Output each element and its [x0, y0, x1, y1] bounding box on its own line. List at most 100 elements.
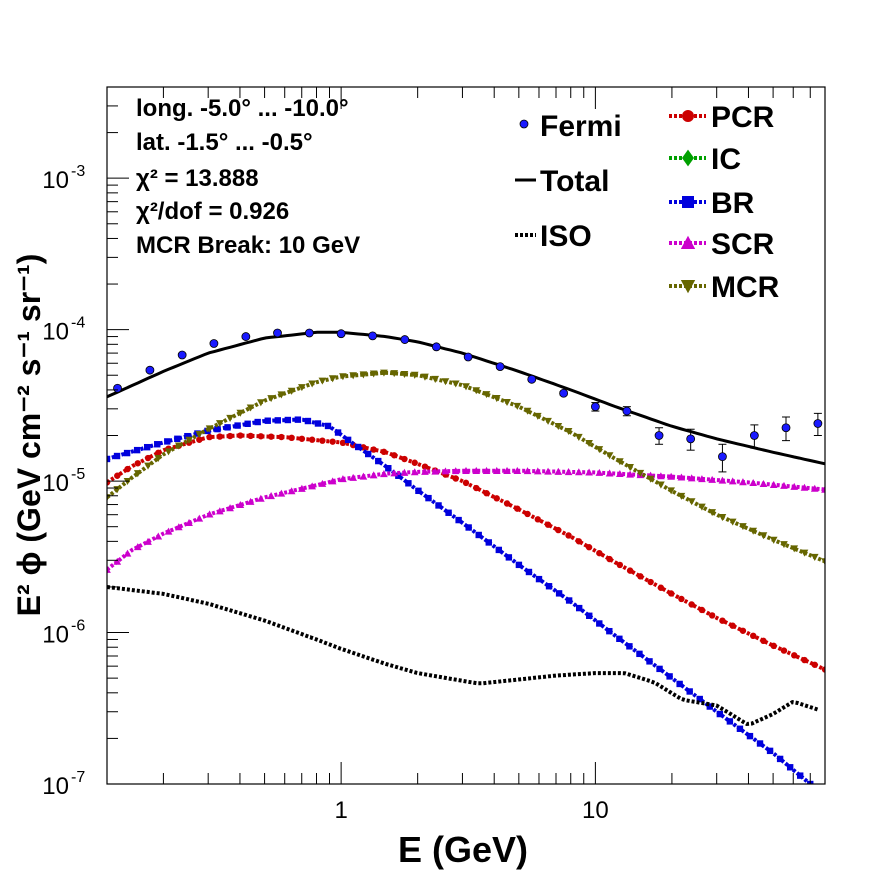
series-pcr-point [524, 510, 531, 518]
series-pcr-point [288, 434, 295, 442]
series-mcr-point [564, 428, 573, 436]
series-br-point [365, 450, 372, 458]
legend-fermi-marker [519, 119, 529, 129]
series-pcr-point [339, 439, 347, 447]
series-scr-point [328, 477, 337, 485]
legend-pcr: PCR [669, 101, 775, 134]
fermi-marker [177, 350, 187, 360]
legend-mcr-marker [680, 280, 696, 294]
series-br-point [525, 568, 533, 576]
series-mcr-point [554, 422, 563, 430]
series-mcr-point [492, 395, 501, 403]
series-br-point [545, 583, 553, 590]
y-tick-label: 10 [42, 167, 69, 194]
fermi-marker [813, 419, 823, 428]
series-scr-point [657, 472, 665, 480]
series-mcr-point [164, 448, 173, 456]
fermi-point [813, 412, 823, 436]
fermi-marker [209, 339, 219, 348]
series-br-point [596, 620, 603, 627]
legend-br: BR [669, 187, 755, 220]
series-scr-point [287, 487, 296, 495]
series-scr-point [410, 468, 419, 476]
series-br-point [616, 635, 623, 643]
series-mcr-point [390, 370, 399, 378]
fermi-marker [368, 331, 378, 341]
fermi-marker [273, 328, 282, 338]
series-pcr-point [811, 661, 818, 668]
series-scr-point [431, 467, 440, 475]
series-br-point [395, 472, 402, 479]
series-mcr-point [687, 498, 696, 506]
y-tick-exponent: -5 [71, 466, 85, 483]
fermi-marker [622, 406, 632, 416]
series-br-point [344, 436, 352, 444]
series-scr-point [708, 475, 717, 483]
series-br-point [375, 457, 382, 465]
x-axis-label: E (GeV) [398, 829, 528, 870]
series-mcr-point [298, 384, 306, 392]
fermi-marker [241, 332, 251, 341]
series-br-point [716, 710, 724, 718]
fermi-point [718, 443, 727, 473]
series-pcr-point [329, 438, 336, 445]
series-mcr-point [585, 440, 593, 448]
series-mcr-point [790, 545, 799, 553]
series-pcr [107, 432, 825, 673]
series-br-point [254, 418, 261, 426]
series-br-point [334, 429, 342, 436]
series-br-point [586, 612, 593, 619]
series-scr-point [107, 565, 111, 573]
series-scr-point [349, 473, 358, 481]
series-mcr-point [626, 464, 634, 472]
series-scr-point [390, 469, 399, 477]
series-pcr-point [821, 666, 825, 673]
series-pcr-point [483, 489, 490, 497]
fermi-point [495, 362, 505, 372]
series-mcr-point [749, 527, 758, 535]
series-scr-point [298, 484, 306, 492]
series-scr-point [441, 467, 450, 475]
series-br-point [123, 449, 131, 457]
series-mcr-point [431, 375, 440, 383]
fermi-marker [495, 362, 505, 372]
series-scr-point [482, 466, 491, 474]
series-scr-point [472, 466, 481, 474]
legend-left: Fermi Total ISO [515, 110, 622, 253]
series-pcr-point [278, 433, 285, 441]
series-pcr-point [503, 500, 511, 507]
series-mcr-point [821, 558, 825, 566]
legend-right: PCR IC BR SCR MCR [669, 101, 780, 304]
series-br-point [133, 446, 141, 454]
series-mcr-point [349, 372, 358, 380]
y-tick-exponent: -4 [71, 315, 85, 332]
series-mcr-point [277, 391, 286, 399]
series-pcr-point [801, 656, 808, 664]
series-br-point [656, 665, 663, 673]
series-br-point [294, 416, 302, 423]
series-scr-point [749, 479, 758, 487]
series-br-point [696, 695, 703, 703]
series-mcr-point [780, 541, 788, 549]
series-scr-point [677, 473, 686, 481]
series-br-point [766, 747, 774, 755]
series-br [107, 416, 814, 784]
series-scr-point [523, 467, 532, 475]
series-mcr-point [441, 378, 450, 386]
series-pcr-point [729, 622, 736, 629]
series-br-point [515, 561, 523, 569]
series-mcr-point [544, 417, 552, 425]
series-pcr-point [267, 433, 275, 440]
series-scr-point [492, 466, 501, 474]
fermi-point [590, 402, 600, 412]
fermi-marker [336, 329, 346, 339]
series-scr-point [462, 466, 470, 474]
curves-layer [107, 330, 825, 784]
legend-scr: SCR [669, 228, 775, 261]
x-tick-label: 1 [334, 797, 347, 824]
series-scr-point [544, 467, 552, 475]
fermi-point [113, 383, 122, 393]
